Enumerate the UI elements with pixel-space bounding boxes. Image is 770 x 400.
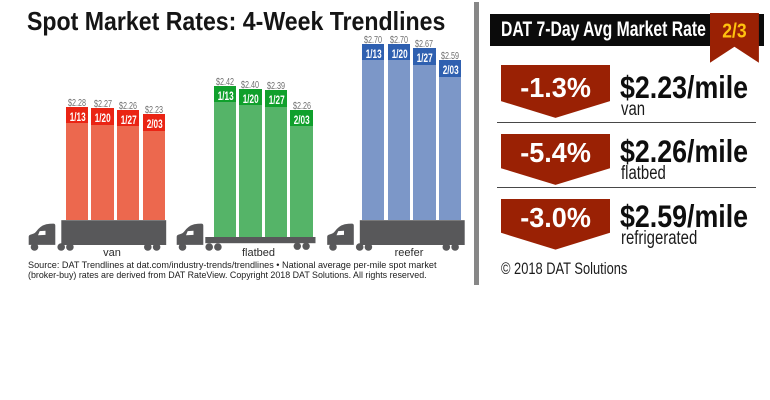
svg-text:2/3: 2/3 [723, 20, 747, 43]
